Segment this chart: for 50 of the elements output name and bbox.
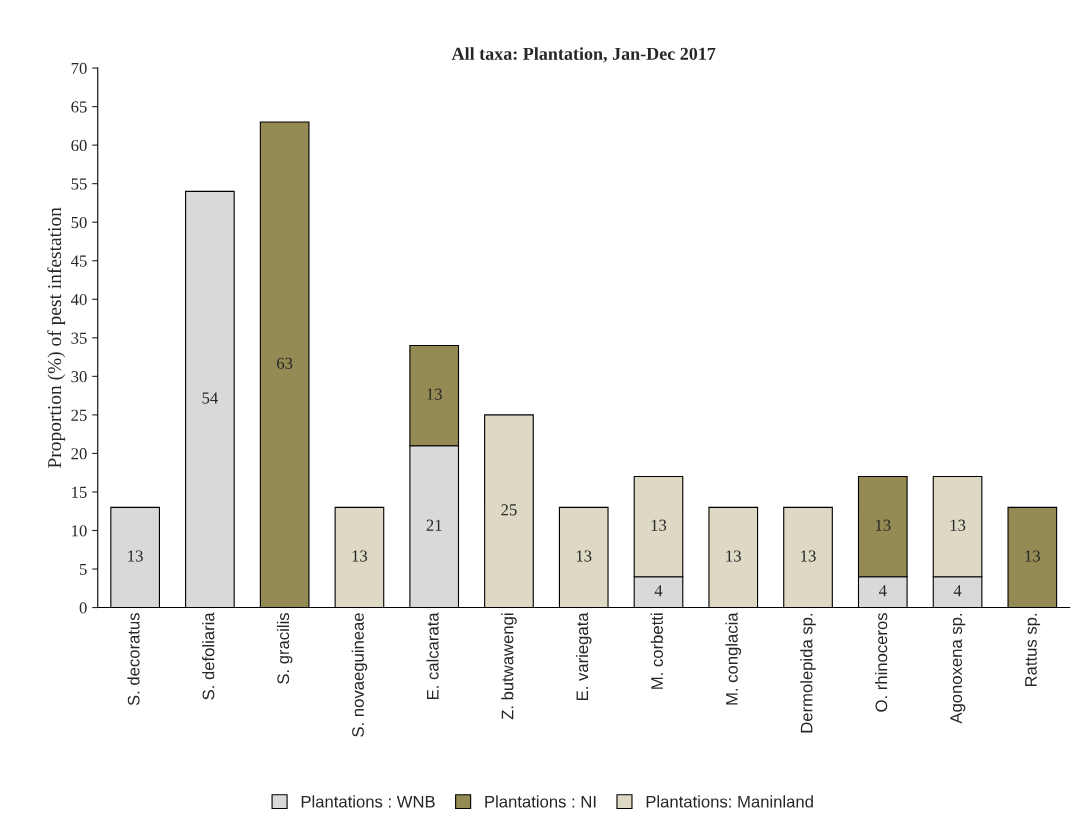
x-tick-label: S. novaeguineae (351, 613, 368, 737)
x-tick-label: M. conglacia (725, 612, 742, 705)
data-label: 4 (878, 585, 887, 597)
x-tick-label: O. rhinoceros (875, 613, 888, 712)
data-label: 25 (501, 504, 517, 516)
chart-title: All taxa: Plantation, Jan-Dec 2017 (451, 47, 716, 63)
data-label: 54 (202, 392, 218, 404)
x-tick-label: S. defoliaria (202, 612, 215, 700)
legend-label: Plantations : WNB (301, 795, 435, 808)
y-tick-label: 5 (79, 563, 87, 575)
y-tick-label: 10 (72, 525, 87, 537)
y-tick-label: 0 (79, 602, 87, 614)
data-label: 13 (1025, 550, 1041, 562)
data-label: 13 (726, 550, 741, 562)
x-tick-label: S. decoratus (127, 613, 140, 706)
y-tick-label: 30 (71, 371, 87, 383)
y-tick-label: 55 (71, 178, 87, 190)
data-label: 13 (427, 388, 442, 400)
x-tick-label: S. gracilis (276, 613, 293, 684)
y-tick-label: 70 (71, 62, 87, 75)
y-tick-label: 60 (71, 139, 87, 152)
x-tick-label: Rattus sp. (1025, 613, 1041, 687)
data-label: 13 (651, 519, 667, 531)
data-label: 13 (576, 550, 592, 562)
data-label: 13 (875, 519, 891, 531)
x-tick-label: E. calcarata (426, 612, 439, 700)
data-label: 13 (801, 550, 816, 562)
data-label: 13 (352, 550, 368, 562)
legend-label: Plantations: Maninland (646, 795, 813, 808)
data-label: 21 (426, 519, 442, 531)
y-tick-label: 35 (71, 332, 87, 344)
x-tick-label: Z. butwawengi (501, 613, 517, 720)
x-tick-label: Agonoxena sp. (950, 613, 966, 724)
data-label: 4 (654, 585, 663, 597)
y-tick-label: 45 (70, 255, 87, 267)
data-label: 4 (953, 585, 962, 597)
y-tick-label: 25 (71, 409, 87, 421)
legend-label: Plantations : NI (485, 795, 596, 808)
y-tick-label: 20 (71, 448, 87, 460)
x-tick-label: E. variegata (575, 612, 592, 700)
y-axis-title: Proportion (%) of pest infestation (47, 207, 66, 468)
y-tick-label: 50 (71, 216, 87, 229)
y-tick-label: 65 (71, 101, 87, 113)
data-label: 13 (950, 519, 966, 531)
x-tick-label: Dermolepida sp. (800, 613, 816, 733)
y-tick-label: 40 (70, 293, 87, 306)
data-label: 13 (128, 550, 143, 562)
x-tick-label: M. corbetti (650, 613, 663, 689)
data-label: 63 (277, 357, 293, 369)
y-tick-label: 15 (72, 486, 87, 498)
